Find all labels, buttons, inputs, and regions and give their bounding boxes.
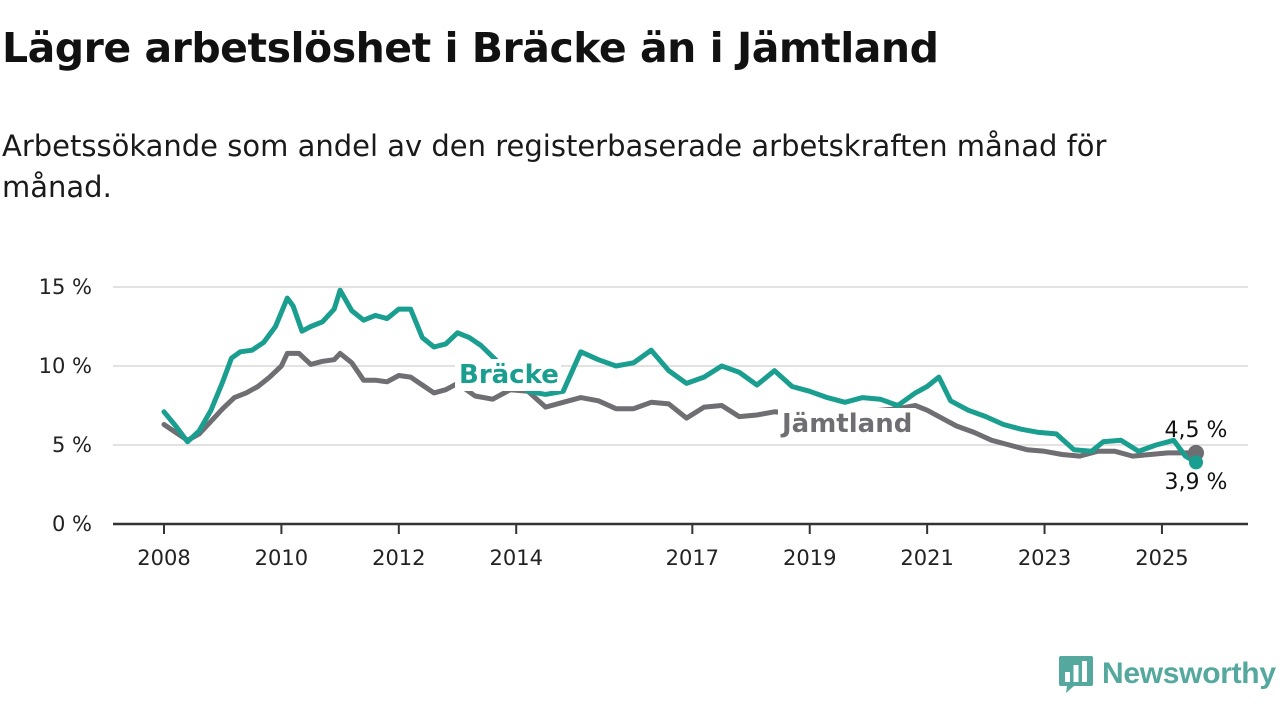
series-line-jämtland <box>161 350 1199 459</box>
series-lines <box>161 287 1199 465</box>
y-tick-label: 0 % <box>52 512 92 536</box>
end-point-bracke <box>1189 455 1203 470</box>
series-label: Bräcke <box>459 360 559 390</box>
gridlines <box>113 286 1248 446</box>
x-tick-label: 2010 <box>255 546 308 570</box>
x-tick-label: 2019 <box>783 546 836 570</box>
end-label-jamtland: 4,5 % <box>1165 418 1228 443</box>
x-axis: 2008 2010 2012 2014 2017 2019 2021 2023 2025 <box>113 522 1248 570</box>
y-axis-labels: 0 % 5 % 10 % 15 % <box>39 275 92 536</box>
y-tick-label: 5 % <box>52 433 92 457</box>
chart-title: Lägre arbetslöshet i Bräcke än i Jämtlan… <box>2 24 939 72</box>
x-tick-label: 2014 <box>489 546 542 570</box>
x-tick-label: 2021 <box>900 546 953 570</box>
series-label: Jämtland <box>780 409 912 439</box>
newsworthy-logo: Newsworthy <box>1058 652 1276 696</box>
chart-subtitle: Arbetssökande som andel av den registerb… <box>2 129 1107 204</box>
x-tick-label: 2023 <box>1018 546 1071 570</box>
x-tick-label: 2008 <box>137 546 190 570</box>
bar-chart-speech-icon <box>1059 656 1093 693</box>
end-label-bracke: 3,9 % <box>1165 470 1228 495</box>
label-background <box>455 359 561 391</box>
series-line-bräcke <box>161 287 1199 465</box>
x-tick-label: 2025 <box>1135 546 1188 570</box>
series-labels: Bräcke Jämtland 4,5 % 3,9 % <box>455 359 1227 495</box>
x-tick-label: 2012 <box>372 546 425 570</box>
y-tick-label: 10 % <box>39 354 92 378</box>
x-tick-label: 2017 <box>666 546 719 570</box>
label-background <box>778 408 916 440</box>
brand-name: Newsworthy <box>1102 657 1276 690</box>
y-tick-label: 15 % <box>39 275 92 299</box>
